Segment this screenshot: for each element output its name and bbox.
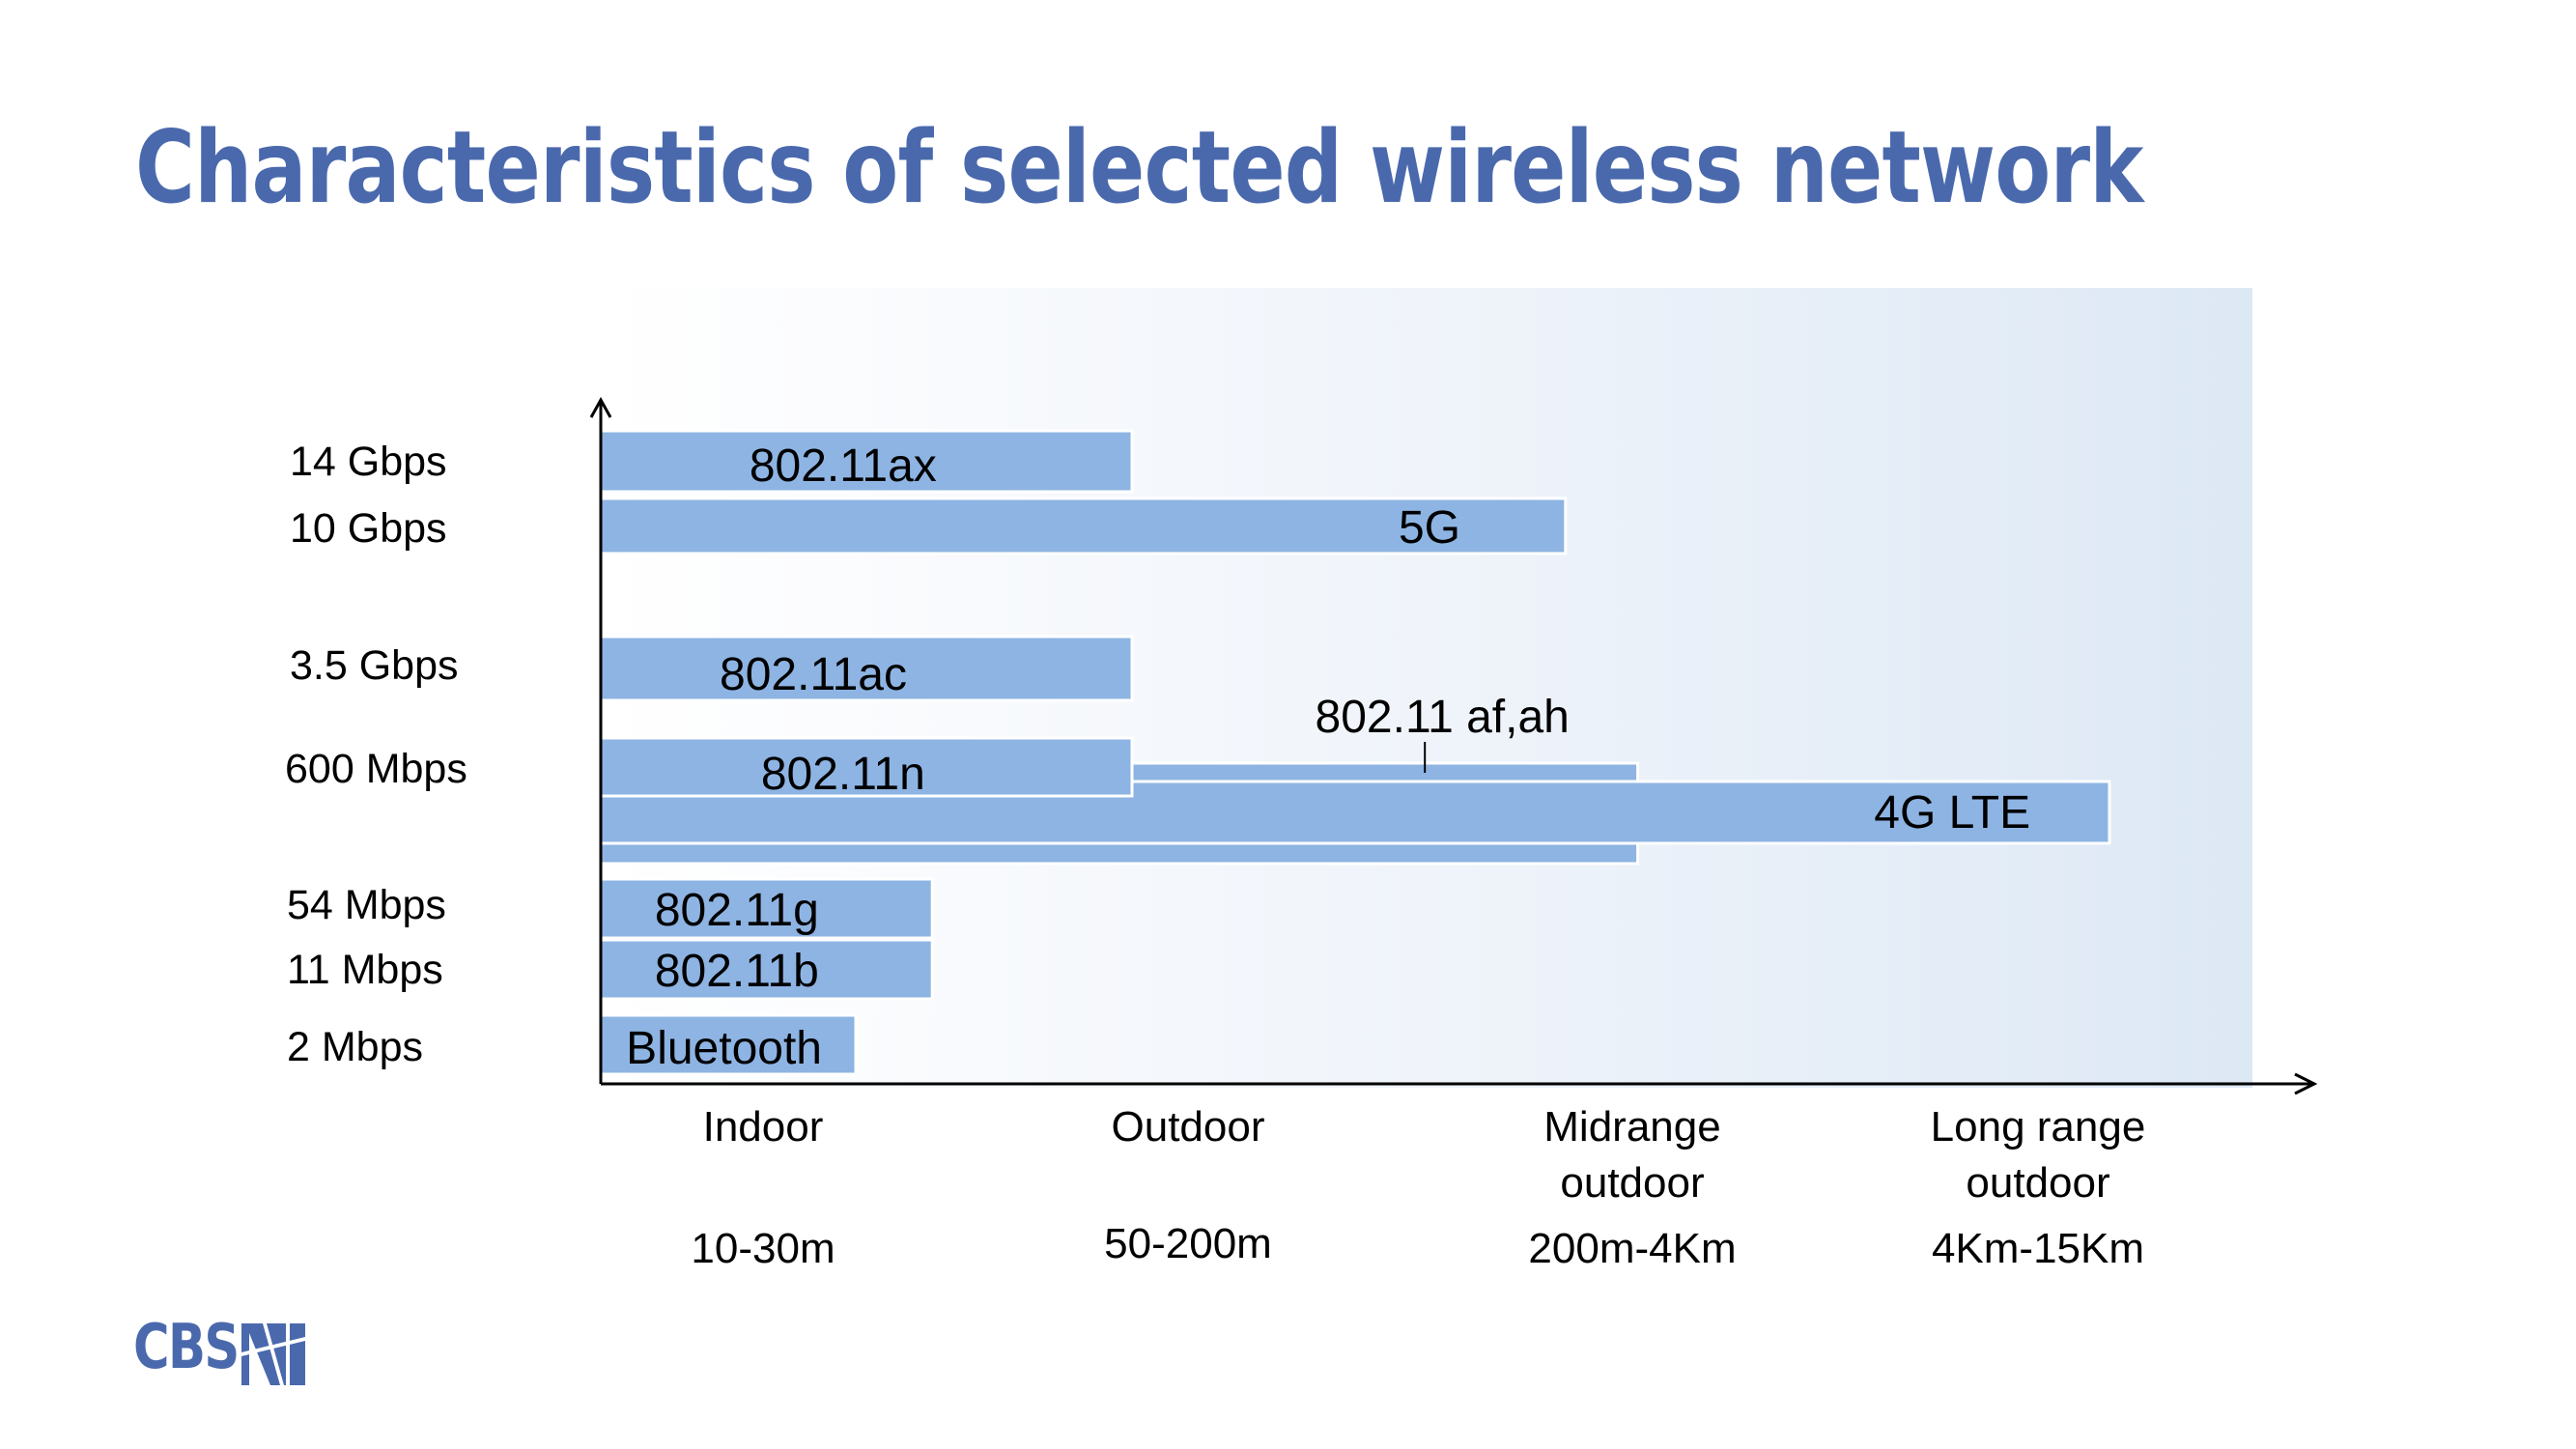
bar-label-802-11g: 802.11g <box>655 885 819 936</box>
y-tick-label-14-gbps: 14 Gbps <box>290 439 447 485</box>
y-axis-arrow <box>589 396 612 418</box>
logo-text: CBS <box>133 1312 240 1383</box>
y-tick-label-11-mbps: 11 Mbps <box>287 947 443 993</box>
x-range-label-midrange-outdoor: 200m-4Km <box>1528 1225 1736 1272</box>
bar-802-11ac <box>599 635 1134 702</box>
x-category-label-midrange-outdoor-line1: Midrange <box>1543 1103 1720 1151</box>
cbs-emblem-icon <box>241 1323 305 1385</box>
page-title: Characteristics of selected wireless net… <box>135 110 2143 226</box>
x-category-label-long-range-outdoor-line2: outdoor <box>1966 1159 2109 1207</box>
bar-802-11n <box>599 736 1134 798</box>
y-tick-label-3-5-gbps: 3.5 Gbps <box>290 642 459 689</box>
bar-802-11ax <box>599 429 1134 494</box>
y-tick-label-2-mbps: 2 Mbps <box>287 1024 423 1070</box>
bar-label-802-11ax: 802.11ax <box>750 440 937 492</box>
bar-bluetooth <box>599 1013 858 1076</box>
y-tick-label-54-mbps: 54 Mbps <box>287 882 446 928</box>
x-range-label-outdoor: 50-200m <box>1104 1220 1272 1267</box>
bar-label-802-11b: 802.11b <box>655 946 819 997</box>
bar-label-4g-lte: 4G LTE <box>1874 787 2030 838</box>
bar-label-802-11-af-ah: 802.11 af,ah <box>1316 692 1570 743</box>
x-category-label-indoor: Indoor <box>703 1103 824 1151</box>
x-axis-arrow <box>2294 1072 2318 1095</box>
cbs-logo: CBS <box>133 1312 317 1389</box>
x-range-label-long-range-outdoor: 4Km-15Km <box>1932 1225 2144 1272</box>
bar-label-5g: 5G <box>1399 502 1460 554</box>
x-range-label-indoor: 10-30m <box>691 1225 835 1272</box>
x-category-label-long-range-outdoor-line1: Long range <box>1931 1103 2146 1151</box>
x-category-label-midrange-outdoor-line2: outdoor <box>1560 1159 1704 1207</box>
bar-label-bluetooth: Bluetooth <box>626 1023 822 1074</box>
y-tick-label-600-mbps: 600 Mbps <box>285 746 467 792</box>
bar-label-802-11ac: 802.11ac <box>720 649 907 700</box>
x-category-label-outdoor: Outdoor <box>1112 1103 1265 1151</box>
bar-802-11b <box>599 938 934 1001</box>
bar-label-802-11n: 802.11n <box>761 749 925 800</box>
y-tick-label-10-gbps: 10 Gbps <box>290 505 447 552</box>
bar-802-11g <box>599 877 934 940</box>
